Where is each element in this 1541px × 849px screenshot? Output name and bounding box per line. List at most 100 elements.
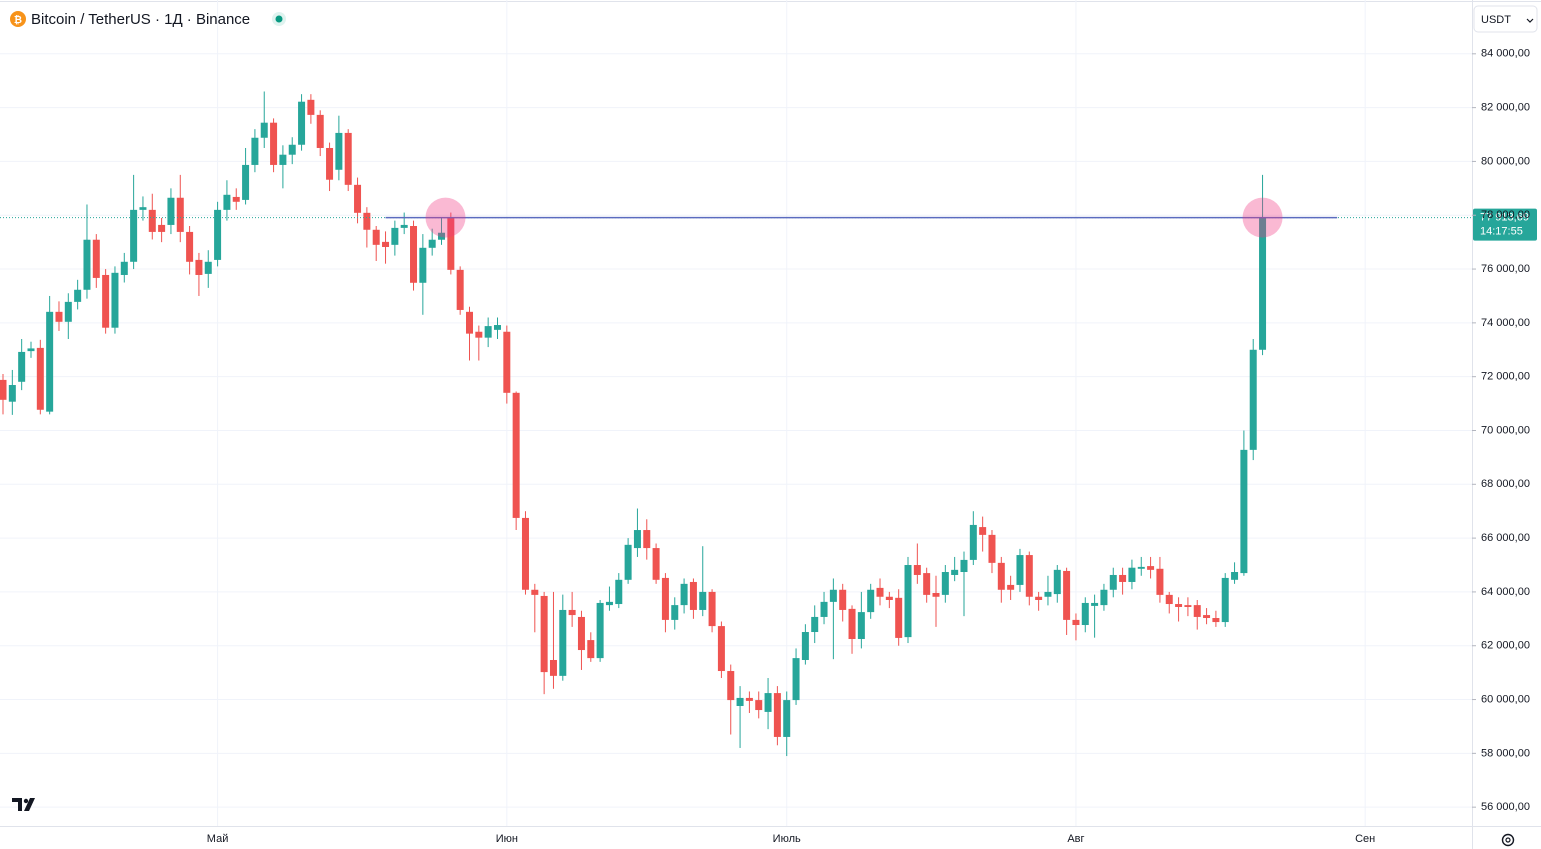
y-tick-label: 56 000,00 [1481,801,1530,813]
candle-body [699,591,707,610]
candle-body [913,565,921,575]
candle-body [1091,602,1099,606]
candle-body [680,583,688,606]
candle-body [111,272,119,328]
gear-outer [1501,833,1515,847]
candle-body [83,239,91,290]
status-dot [275,15,283,23]
candle-body [540,595,548,673]
candle-body [251,137,259,165]
candle-body [1072,619,1080,626]
candle-body [27,348,35,352]
logo-v [24,798,35,811]
candle-body [204,261,212,274]
candle-body [736,697,744,707]
candle-body [923,573,931,595]
candle-body [848,608,856,640]
candle-body [633,530,641,549]
y-tick-label: 76 000,00 [1481,263,1530,275]
candle-body [307,99,315,115]
candle-body [783,700,791,737]
candle-body [391,227,399,245]
candle-body [176,197,184,232]
last-price-label: 77 913,69 [1480,211,1529,223]
candle-body [372,229,380,245]
x-tick-label: Май [207,833,229,845]
candle-body [876,587,884,597]
candle-body [270,122,278,165]
candle-body [167,197,175,225]
candle-body [755,700,763,711]
logo-dot [23,798,29,804]
candle-body [829,589,837,602]
y-tick-label: 68 000,00 [1481,478,1530,490]
candle-body [792,658,800,701]
countdown-label: 14:17:55 [1480,225,1523,237]
tv-logo[interactable] [12,798,35,811]
candle-body [232,196,240,202]
settings-button[interactable] [1501,833,1515,847]
last-price-box [1473,208,1537,241]
candle-body [988,534,996,563]
candle-body [895,597,903,638]
candle-body [997,562,1005,590]
candle-body [1156,568,1164,595]
candle-body [223,194,231,210]
x-tick-label: Июль [773,833,801,845]
candle-body [1193,605,1201,617]
candle-body [904,565,912,638]
currency-select[interactable]: USDT [1473,5,1538,33]
x-tick-label: Авг [1067,833,1084,845]
candle-body [1128,567,1136,582]
candle-body [1240,449,1248,574]
candle-body [46,311,54,412]
candle-body [512,392,520,518]
candle-body [475,331,483,338]
candle-body [773,693,781,737]
bitcoin-icon [10,11,26,27]
candle-body [549,659,557,676]
candle-body [74,289,82,302]
candle-body [801,632,809,660]
candle-body [139,207,147,210]
candle-body [587,640,595,659]
candle-body [298,101,306,145]
candle-body [1212,618,1220,623]
candle-body [1231,572,1239,580]
candle-body [867,589,875,613]
candle-body [64,301,72,322]
candle-body [438,232,446,240]
candle-body [1081,602,1089,626]
candle-body [382,241,390,247]
candle-body [158,224,166,232]
candle-body [764,693,772,712]
candle-body [1137,566,1145,569]
candle-body [214,209,222,260]
candle-body [1119,574,1127,582]
candle-body [652,548,660,580]
chevron [1526,18,1534,23]
y-tick-label: 80 000,00 [1481,155,1530,167]
logo-t [12,798,22,811]
candle-body [92,239,100,278]
y-tick-label: 82 000,00 [1481,102,1530,114]
y-tick-label: 78 000,00 [1481,209,1530,221]
candle-body [941,572,949,595]
candle-body [857,612,865,640]
candle-body [521,517,529,590]
candle-body [344,132,352,185]
candle-body [335,132,343,170]
candle-body [316,114,324,148]
y-tick-label: 62 000,00 [1481,640,1530,652]
candle-body [484,326,492,338]
candle-body [326,147,334,180]
y-tick-label: 64 000,00 [1481,586,1530,598]
candle-body [466,311,473,334]
candle-body [18,351,26,382]
candle-body [1025,555,1033,597]
symbol-header[interactable]: ₿ Bitcoin / TetherUS · 1Д · Binance [10,11,286,28]
highlight-circle [425,197,466,238]
y-tick-label: 60 000,00 [1481,693,1530,705]
candle-body [1147,566,1155,570]
